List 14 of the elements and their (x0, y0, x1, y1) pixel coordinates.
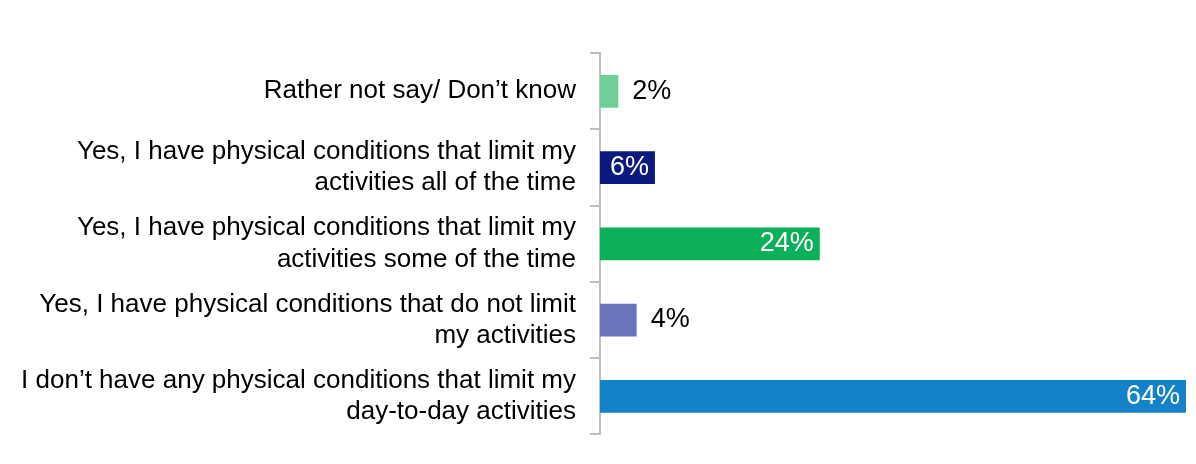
y-tick-label: Rather not say/ Don’t know (263, 74, 577, 105)
data-label: 4% (650, 303, 690, 334)
bar (600, 74, 619, 108)
data-label: 64% (1125, 379, 1180, 410)
y-tick-label: I don’t have any physical conditions that limit my day-to-day activities (21, 363, 576, 426)
data-label: 2% (632, 74, 672, 105)
bar (600, 227, 820, 261)
bar (600, 303, 637, 337)
y-tick-label: Yes, I have physical conditions that do not limit my activities (39, 287, 577, 349)
data-label: 6% (609, 151, 649, 182)
y-tick-label: Yes, I have physical conditions that limit my activities all of the time (76, 135, 576, 197)
y-tick-label: Yes, I have physical conditions that limit my activities some of the time (76, 211, 576, 273)
bar (600, 379, 1186, 413)
data-label: 24% (759, 227, 814, 258)
